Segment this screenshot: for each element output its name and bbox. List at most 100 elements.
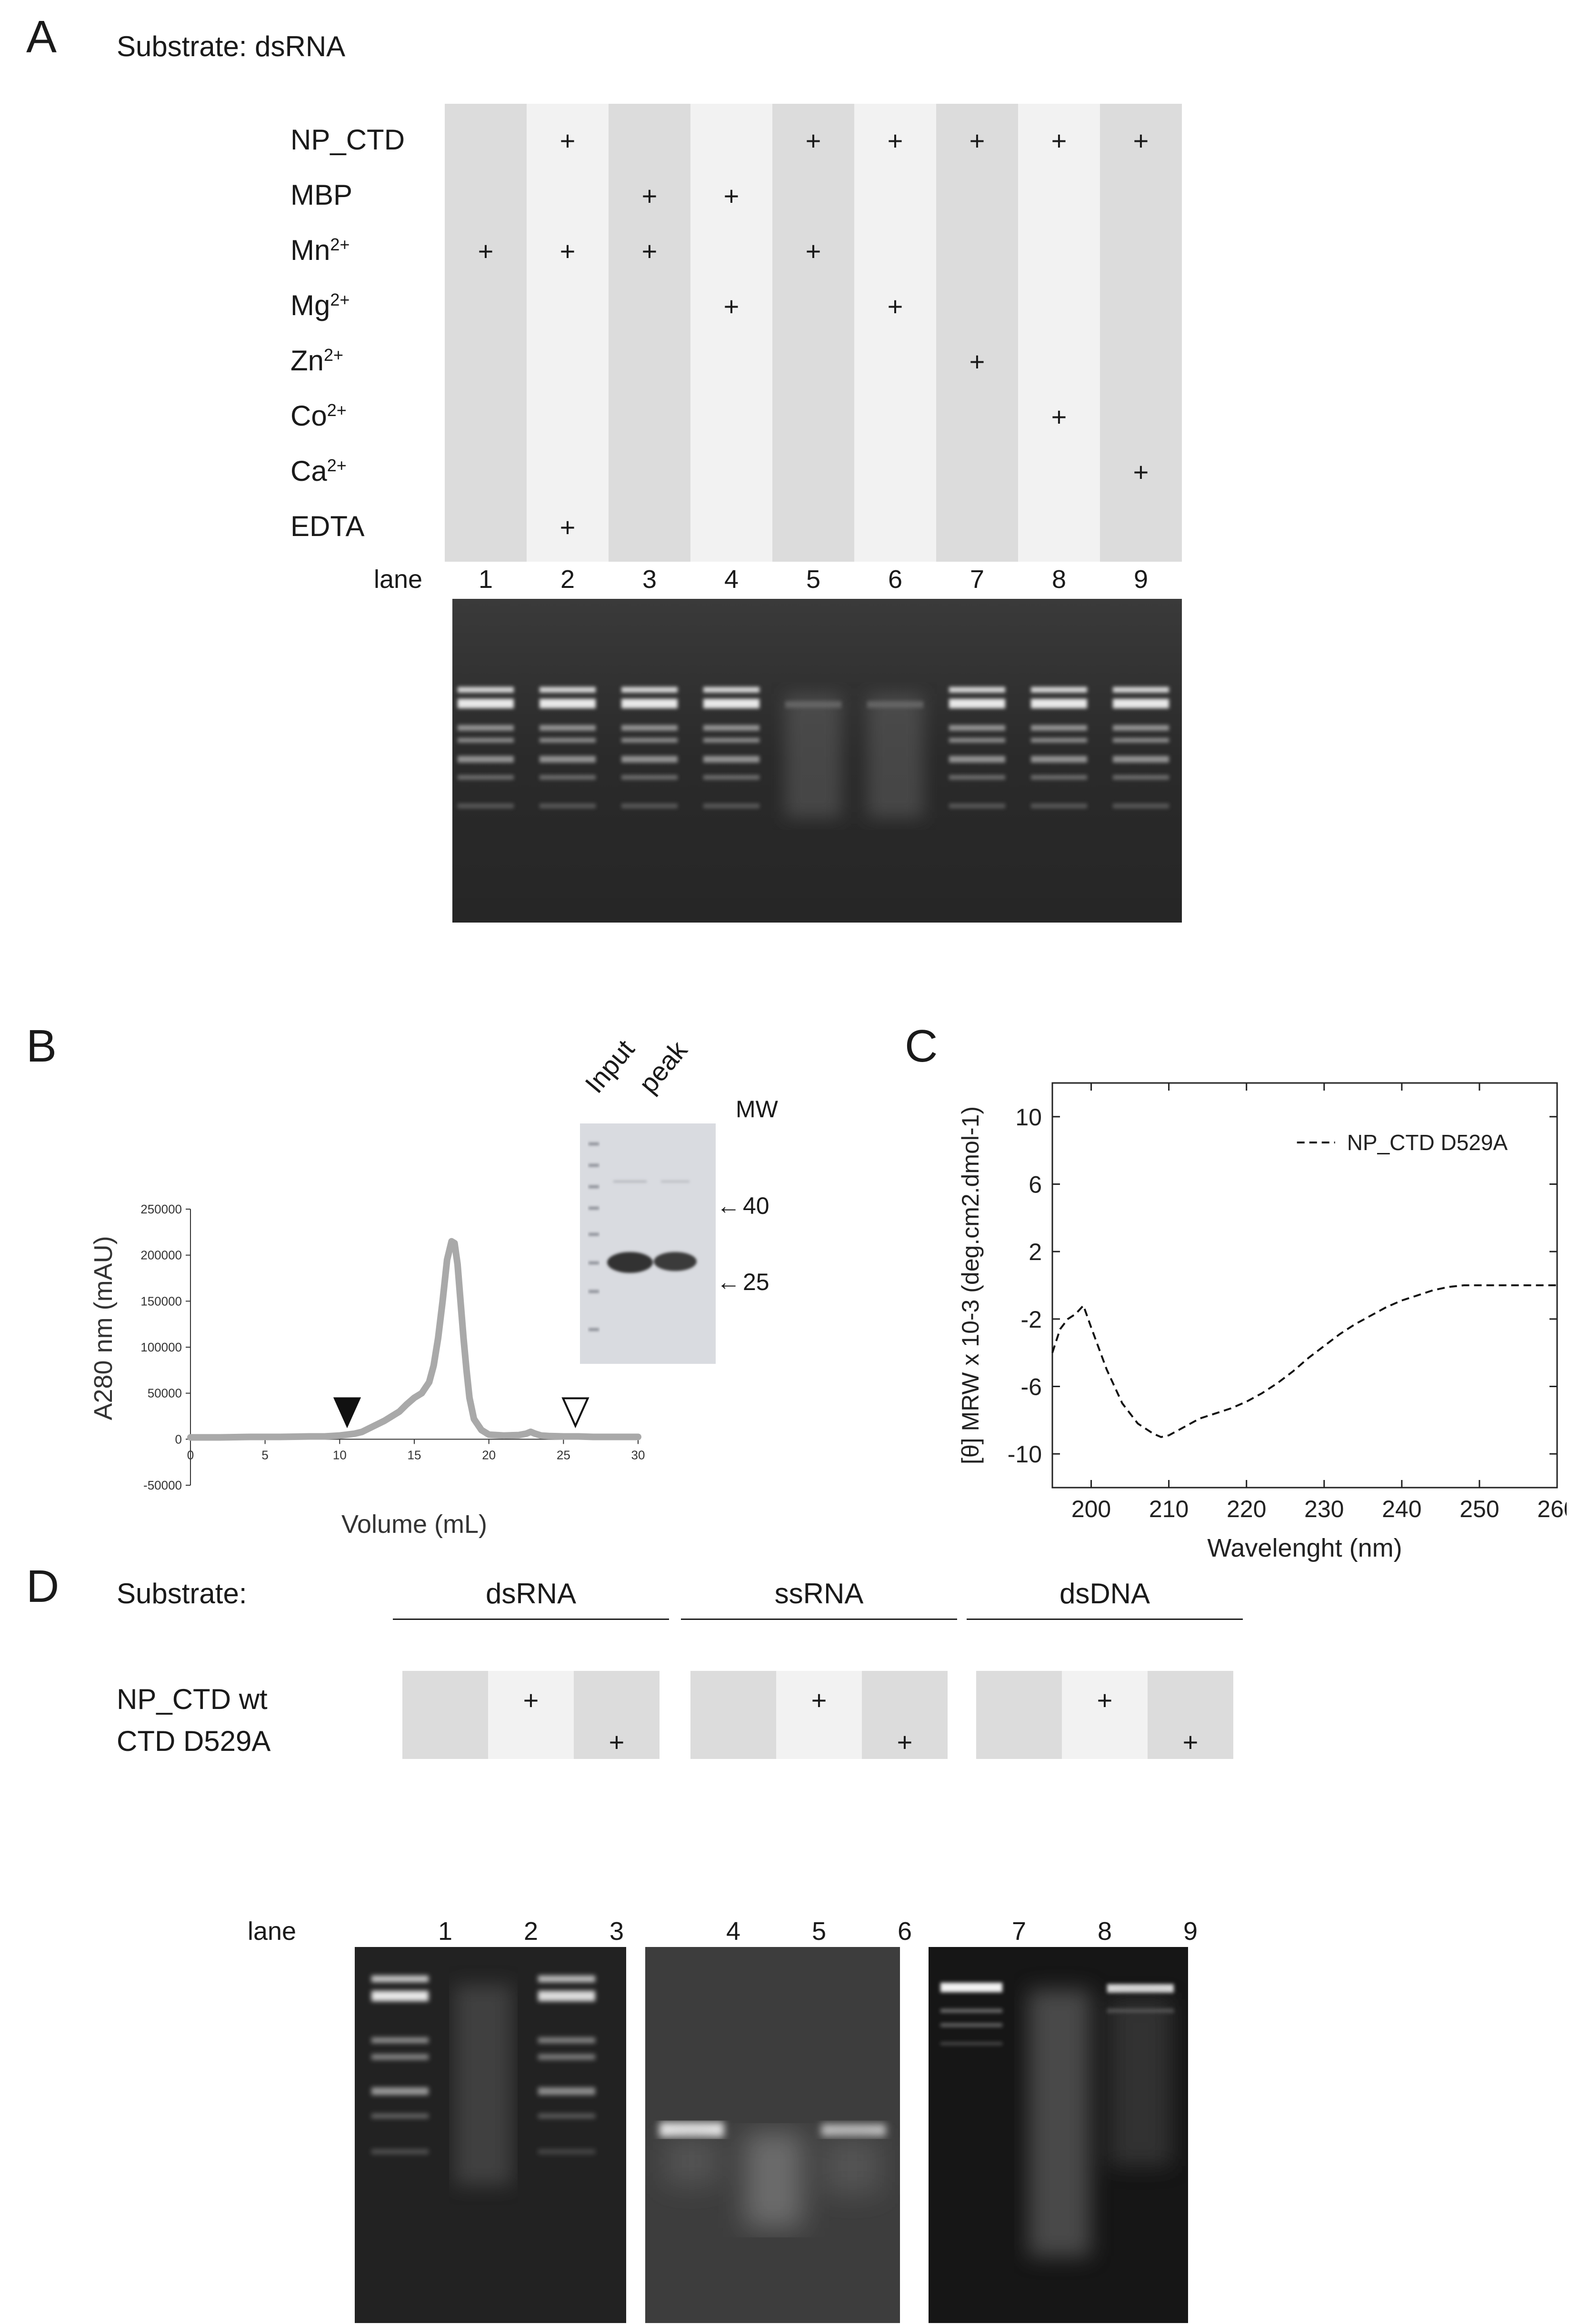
plus-mark: +	[887, 126, 903, 156]
panel-a-gel-image	[452, 599, 1182, 923]
y-tick-label: 250000	[140, 1202, 182, 1216]
x-tick-label: 25	[557, 1448, 570, 1462]
lane-number: 3	[609, 1917, 624, 1946]
panel-b-gel-lane-peak: peak	[633, 1035, 693, 1099]
panel-c-cd-spectrum: 10 6 2 -2 -6 -10 200 210 220 230 240 250 260 NP_CTD D…	[957, 1082, 1567, 1562]
x-axis-label: Wavelenght (nm)	[1207, 1534, 1402, 1562]
lane-number: 6	[897, 1917, 912, 1946]
plus-mark: +	[805, 126, 821, 156]
panel-b-sds-page-gel	[580, 1123, 716, 1364]
condition-row-label: Zn2+	[290, 345, 344, 377]
void-volume-marker	[333, 1397, 361, 1429]
x-tick-label: 5	[261, 1448, 268, 1462]
lane-stripe	[976, 1671, 1062, 1759]
lane-number: 8	[1051, 565, 1067, 594]
y-axis-label: [θ] MRW x 10-3 (deg.cm2.dmol-1)	[957, 1106, 984, 1464]
panel-d-gel-dsdna	[929, 1947, 1188, 2323]
panel-b-sec-chromatogram: 250000 200000 150000 100000 50000 0 -50000 0 5 10…	[89, 1202, 645, 1539]
lane-label: lane	[248, 1917, 297, 1946]
x-tick-label: 260	[1537, 1496, 1567, 1522]
substrate-group-underline	[393, 1619, 669, 1620]
plus-mark: +	[723, 181, 740, 211]
plus-mark: +	[1051, 126, 1067, 156]
condition-row-label: MBP	[290, 179, 353, 211]
y-tick-label: -2	[1021, 1306, 1042, 1333]
y-tick-label: 2	[1029, 1239, 1042, 1265]
plus-mark: +	[969, 126, 985, 156]
lane-number: 5	[806, 565, 821, 594]
lane-stripe	[776, 1671, 862, 1759]
plus-mark: +	[641, 236, 658, 266]
lane-stripe	[402, 1671, 488, 1759]
plus-mark: +	[478, 236, 494, 266]
lane-stripe	[854, 104, 936, 562]
y-tick-label: 50000	[148, 1386, 182, 1400]
x-tick-label: 15	[408, 1448, 421, 1462]
condition-row-label: NP_CTD wt	[117, 1683, 268, 1715]
condition-row-label: CTD D529A	[117, 1725, 271, 1757]
panel-b-gel-lane-input: Input	[579, 1034, 640, 1099]
lane-stripe	[690, 1671, 776, 1759]
lane-stripe	[574, 1671, 660, 1759]
panel-b-marker-label-25: 25	[743, 1269, 770, 1295]
plus-mark: +	[1051, 402, 1067, 432]
x-tick-label: 200	[1071, 1496, 1111, 1522]
condition-row-label: Ca2+	[290, 455, 347, 487]
x-tick-label: 210	[1149, 1496, 1189, 1522]
lane-stripe	[609, 104, 690, 562]
lane-stripe	[772, 104, 854, 562]
substrate-group-label: dsRNA	[485, 1578, 577, 1609]
plus-mark: +	[887, 291, 903, 321]
panel-b-marker-arrow-25: ←	[717, 1269, 740, 1295]
lane-number: 1	[438, 1917, 453, 1946]
y-tick-label: 200000	[140, 1248, 182, 1262]
substrate-group-underline	[681, 1619, 957, 1620]
lane-number: 9	[1183, 1917, 1198, 1946]
legend-label: NP_CTD D529A	[1347, 1130, 1508, 1155]
plus-mark: +	[523, 1685, 539, 1715]
panel-a-letter: A	[26, 11, 57, 62]
lane-number: 2	[523, 1917, 539, 1946]
x-tick-label: 240	[1382, 1496, 1421, 1522]
lane-number: 6	[888, 565, 903, 594]
plus-mark: +	[560, 126, 576, 156]
panel-b-gel-mw-label: MW	[736, 1096, 778, 1122]
lane-stripe	[1100, 104, 1182, 562]
panel-b-marker-label-40: 40	[743, 1192, 770, 1219]
x-tick-label: 220	[1227, 1496, 1266, 1522]
lane-number: 7	[969, 565, 985, 594]
y-tick-label: 6	[1029, 1172, 1042, 1198]
plus-mark: +	[897, 1727, 913, 1757]
lane-stripe	[1062, 1671, 1148, 1759]
panel-b-letter: B	[26, 1021, 57, 1072]
condition-row-label: Mn2+	[290, 234, 350, 266]
x-tick-label: 250	[1459, 1496, 1499, 1522]
y-tick-label: 0	[175, 1432, 182, 1446]
lane-stripe	[527, 104, 609, 562]
substrate-group-label: ssRNA	[774, 1578, 864, 1609]
panel-d-gel-dsrna	[355, 1947, 626, 2323]
panel-c-letter: C	[905, 1021, 938, 1072]
plus-mark: +	[641, 181, 658, 211]
plus-mark: +	[811, 1685, 827, 1715]
panel-d-gel-ssrna	[645, 1947, 900, 2323]
lane-number: 1	[478, 565, 493, 594]
lane-number: 9	[1133, 565, 1149, 594]
plus-mark: +	[1182, 1727, 1199, 1757]
lane-number: 7	[1011, 1917, 1027, 1946]
x-tick-label: 30	[631, 1448, 645, 1462]
condition-row-label: NP_CTD	[290, 124, 405, 156]
plus-mark: +	[1133, 457, 1149, 487]
chromatogram-line	[187, 1238, 641, 1441]
lane-stripe	[488, 1671, 574, 1759]
cd-series-line	[1051, 1284, 1557, 1438]
plot-frame	[1051, 1082, 1558, 1489]
panel-a-substrate-label: Substrate: dsRNA	[117, 30, 346, 62]
y-tick-label: 10	[1015, 1104, 1042, 1131]
x-tick-label: 10	[333, 1448, 347, 1462]
lane-label: lane	[374, 565, 423, 594]
panel-d-substrate-label: Substrate:	[117, 1578, 247, 1609]
lane-number: 5	[811, 1917, 827, 1946]
plus-mark: +	[560, 236, 576, 266]
x-tick-label: 0	[187, 1448, 194, 1462]
